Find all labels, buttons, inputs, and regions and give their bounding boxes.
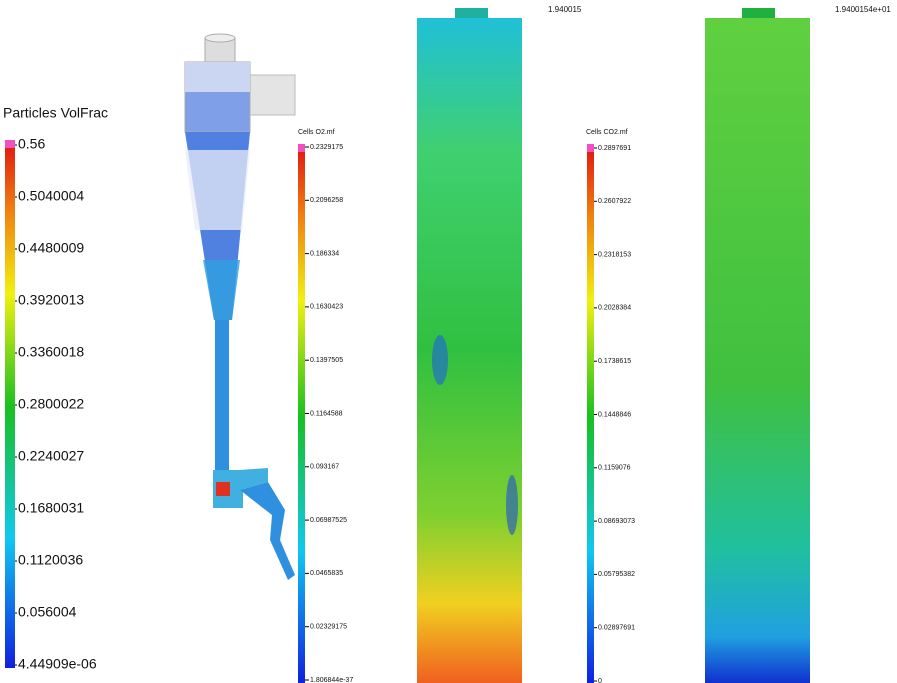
color-bar-cap [5,140,15,148]
color-bar [587,152,594,683]
legend-label: 0.093167 [310,464,339,471]
legend-label: 0.2329175 [310,144,343,151]
legend-label: 0.56 [18,136,45,152]
legends: Particles VolFrac 0.56 0.5040004 0.4480009 0… [3,105,635,683]
legend-label: 0 [598,678,602,683]
legend-label: 0.2028384 [598,305,631,312]
legend-label: 0.02897691 [598,625,635,632]
legend-label: 0.2240027 [18,448,84,464]
legend-label: 0.1630423 [310,304,343,311]
timestamp: 1.9400154e+01 [835,5,891,14]
legend-label: 0.1448846 [598,411,631,418]
legend-label: 0.1680031 [18,500,84,516]
cone-light [185,150,250,230]
hot-spot [216,482,230,496]
legend-label: 0.4480009 [18,240,84,256]
color-bar [5,148,15,668]
timestamp: 1.940015 [548,5,582,14]
legend-label: 0.02329175 [310,624,347,631]
dipleg [215,320,229,470]
legend-label: 0.2096258 [310,197,343,204]
nozzle [455,8,488,19]
legend-label: 0.2318153 [598,251,631,258]
legend-label: 0.06987525 [310,517,347,524]
legend-label: 0.186334 [310,250,339,257]
legend-label: 0.0465835 [310,570,343,577]
legend-title: Cells CO2.mf [586,129,628,136]
color-bar-cap [298,144,305,152]
legend-label: 0.3360018 [18,344,84,360]
color-bar-cap [587,144,594,152]
legend-label: 0.2607922 [598,198,631,205]
vortex-top [204,33,236,43]
legend-label: 0.1164588 [310,410,343,417]
legend-label: 4.44909e-06 [18,656,97,672]
return-leg-1 [240,468,268,490]
legend-label: 0.08693073 [598,518,635,525]
legend-label: 0.2800022 [18,396,84,412]
co2-field [705,18,810,683]
color-bar [298,152,305,683]
nozzle [742,8,775,19]
legend-label: 0.056004 [18,604,77,620]
legend-title: Cells O2.mf [298,129,335,136]
o2-pocket [506,475,518,535]
cone-bottom [203,260,240,320]
legend-label: 0.2897691 [598,145,631,152]
cyclone [184,33,296,580]
o2-pocket [432,335,448,385]
return-leg-2 [240,482,295,580]
legend-label: 1.806844e-37 [310,677,353,683]
legend-label: 0.1120036 [18,552,83,568]
legend-title: Particles VolFrac [3,105,108,121]
inlet [249,74,296,116]
legend-label: 0.05795382 [598,571,635,578]
legend-label: 0.5040004 [18,188,84,204]
barrel-top [185,62,250,92]
legend-label: 0.1397505 [310,357,343,364]
legend-label: 0.1738615 [598,358,631,365]
legend-label: 0.3920013 [18,292,84,308]
legend-label: 0.1159076 [598,465,631,472]
